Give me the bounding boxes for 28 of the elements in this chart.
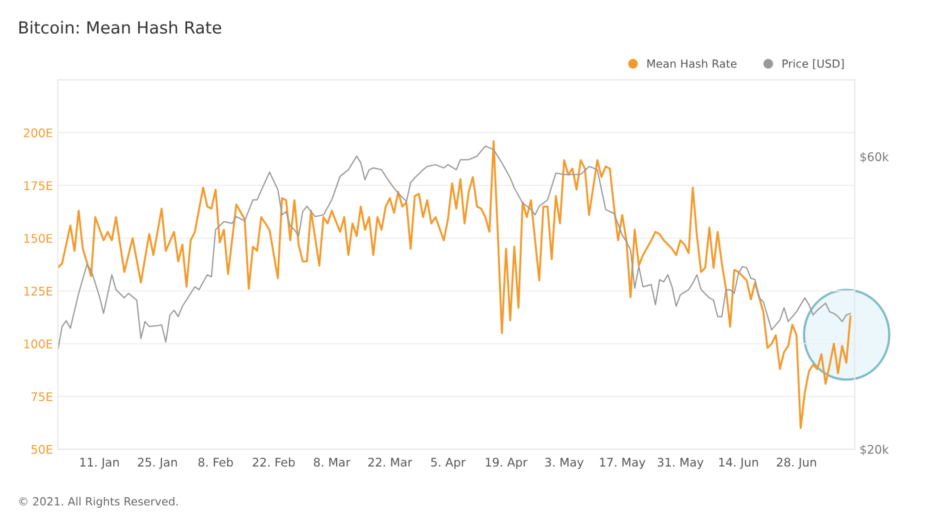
x-tick-label: 28. Jun — [776, 458, 816, 469]
chart-title: Bitcoin: Mean Hash Rate — [19, 20, 222, 34]
y2-tick-label: $60k — [860, 152, 889, 163]
y2-tick-label: $20k — [860, 444, 889, 456]
x-tick-label: 5. Apr — [431, 458, 466, 469]
x-tick-label: 3. May — [545, 458, 584, 469]
y-tick-label: 125E — [24, 286, 52, 296]
line-series — [58, 140, 852, 430]
legend-label: Price [USD] — [782, 59, 844, 70]
legend-label: Mean Hash Rate — [647, 59, 737, 68]
y-tick-label: 175E — [24, 181, 52, 190]
x-tick-label: 8. Mar — [314, 458, 350, 467]
x-tick-label: 8. Feb — [198, 458, 233, 467]
x-tick-label: 11. Jan — [80, 458, 119, 469]
text: © 2021. All Rights Reserved. — [19, 496, 178, 508]
x-tick-label: 22. Feb — [252, 458, 295, 467]
x-tick-label: 19. Apr — [486, 458, 528, 469]
y-tick-label: 150E — [24, 234, 52, 243]
line-series — [58, 146, 852, 351]
x-tick-label: 25. Jan — [138, 458, 177, 469]
x-tick-label: 14. Jun — [719, 458, 758, 469]
x-tick-label: 17. May — [600, 458, 646, 469]
y-tick-label: 50E — [31, 444, 52, 454]
x-tick-label: 31. May — [658, 458, 704, 469]
y-tick-label: 75E — [32, 392, 52, 402]
x-tick-label: 22. Mar — [368, 458, 412, 467]
y-tick-label: 100E — [24, 339, 52, 348]
y-tick-label: 200E — [24, 128, 52, 138]
